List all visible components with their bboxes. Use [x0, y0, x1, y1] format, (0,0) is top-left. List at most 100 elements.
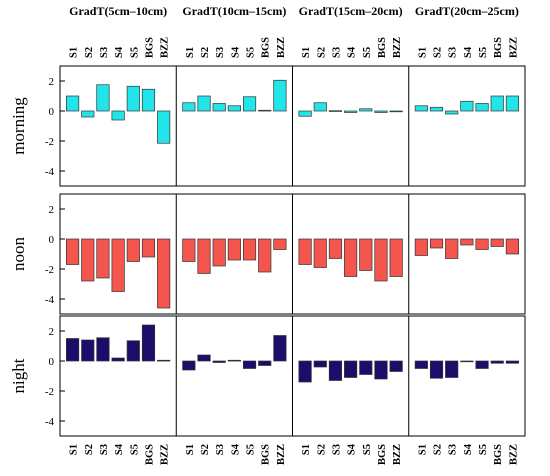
category-label-bottom: S1 — [301, 444, 312, 455]
category-label-top: S4 — [230, 46, 241, 58]
bar-noon-3-BGS — [374, 238, 388, 282]
bar-noon-3-BZZ — [389, 238, 403, 277]
category-label-bottom: S4 — [114, 443, 125, 455]
category-label-top: BGS — [493, 37, 504, 58]
category-label-top: BZZ — [392, 37, 403, 58]
bar-night-3-BGS — [374, 360, 388, 380]
y-tick-label: -2 — [45, 386, 54, 398]
category-label-top: BGS — [377, 37, 388, 58]
category-label-top: S1 — [417, 47, 428, 58]
y-tick-label: 2 — [49, 204, 55, 216]
category-label-bottom: S3 — [448, 444, 459, 455]
bar-night-3-S3 — [328, 360, 343, 381]
column-title: GradT(10cm–15cm) — [182, 4, 286, 18]
bar-morning-1-S1 — [66, 95, 80, 112]
bar-noon-4-S5 — [475, 238, 489, 250]
y-tick-label: 2 — [49, 76, 55, 88]
category-label-bottom: S2 — [433, 444, 444, 455]
bar-noon-1-S3 — [96, 238, 110, 279]
category-label-bottom: S5 — [362, 444, 373, 455]
category-label-bottom: BZZ — [392, 444, 403, 465]
bar-night-4-S1 — [414, 360, 428, 369]
category-label-top: S3 — [331, 47, 342, 58]
category-label-bottom: BGS — [261, 444, 272, 465]
category-label-top: BGS — [144, 37, 155, 58]
bar-morning-1-S2 — [81, 110, 95, 118]
bar-night-4-S2 — [429, 360, 444, 379]
y-tick-label: -4 — [45, 294, 55, 306]
bar-noon-4-S2 — [429, 238, 444, 249]
column-title: GradT(15cm–20cm) — [299, 4, 403, 18]
category-label-bottom: S4 — [230, 443, 241, 455]
bar-night-1-S4 — [111, 357, 125, 362]
category-label-bottom: S3 — [215, 444, 226, 455]
bar-morning-2-S5 — [242, 96, 257, 112]
category-label-bottom: S3 — [99, 444, 110, 455]
category-label-top: S5 — [129, 47, 140, 58]
bar-morning-4-BGS — [490, 95, 504, 112]
bar-morning-2-S1 — [182, 102, 196, 112]
category-label-top: S2 — [84, 47, 95, 58]
y-tick-label: 0 — [49, 356, 55, 368]
bar-night-3-S5 — [359, 360, 373, 375]
bar-morning-2-S4 — [227, 105, 241, 112]
category-label-top: BZZ — [508, 37, 519, 58]
category-label-top: S1 — [69, 47, 80, 58]
y-tick-label: -4 — [45, 166, 55, 178]
bar-morning-1-BZZ — [157, 110, 171, 144]
category-label-top: S4 — [114, 46, 125, 58]
category-label-top: BZZ — [276, 37, 287, 58]
bar-noon-1-S5 — [126, 238, 140, 262]
bar-night-1-S3 — [96, 337, 110, 362]
bar-noon-2-S4 — [227, 238, 241, 261]
bar-morning-2-BGS — [258, 109, 272, 112]
bar-night-4-S5 — [475, 360, 489, 369]
row-label-night: night — [9, 358, 28, 393]
bar-noon-4-S1 — [414, 238, 428, 256]
category-label-bottom: S3 — [331, 444, 342, 455]
category-label-top: S4 — [463, 46, 474, 58]
bar-night-2-BGS — [258, 360, 272, 366]
y-tick-label: 0 — [49, 234, 55, 246]
bar-noon-3-S3 — [328, 238, 343, 259]
bar-night-3-BZZ — [389, 360, 403, 372]
category-label-top: S2 — [433, 47, 444, 58]
bar-night-4-BZZ — [505, 360, 519, 364]
category-label-bottom: S4 — [463, 443, 474, 455]
bar-morning-3-S5 — [359, 108, 373, 112]
category-label-top: S2 — [200, 47, 211, 58]
bar-noon-2-S5 — [242, 238, 257, 261]
category-label-bottom: S2 — [200, 444, 211, 455]
category-label-top: S3 — [448, 47, 459, 58]
category-label-top: BZZ — [160, 37, 171, 58]
bar-morning-3-S1 — [298, 110, 312, 117]
bar-morning-2-S2 — [197, 95, 211, 112]
bar-noon-3-S4 — [344, 238, 358, 277]
category-label-bottom: BZZ — [508, 444, 519, 465]
category-label-bottom: S2 — [316, 444, 327, 455]
bar-noon-1-BGS — [141, 238, 156, 258]
category-label-top: S5 — [362, 47, 373, 58]
bar-night-3-S4 — [344, 360, 358, 378]
bar-morning-4-S4 — [460, 100, 474, 112]
bar-morning-4-BZZ — [505, 95, 519, 112]
bar-night-2-S5 — [242, 360, 257, 369]
y-tick-label: 0 — [49, 106, 55, 118]
category-label-top: S5 — [246, 47, 257, 58]
bar-noon-2-S2 — [197, 238, 211, 274]
category-label-bottom: S2 — [84, 444, 95, 455]
bar-noon-4-BGS — [490, 238, 504, 247]
y-tick-label: -4 — [45, 416, 55, 428]
bar-morning-3-S2 — [313, 102, 327, 112]
bar-noon-1-BZZ — [157, 238, 171, 309]
bar-morning-1-S3 — [96, 84, 110, 112]
bar-noon-3-S5 — [359, 238, 373, 271]
bar-noon-4-S3 — [445, 238, 459, 259]
bar-morning-2-S3 — [212, 103, 226, 112]
bar-noon-3-S2 — [313, 238, 327, 268]
category-label-bottom: S1 — [185, 444, 196, 455]
row-label-noon: noon — [9, 237, 28, 272]
category-label-bottom: BZZ — [276, 444, 287, 465]
row-label-morning: morning — [9, 97, 28, 155]
